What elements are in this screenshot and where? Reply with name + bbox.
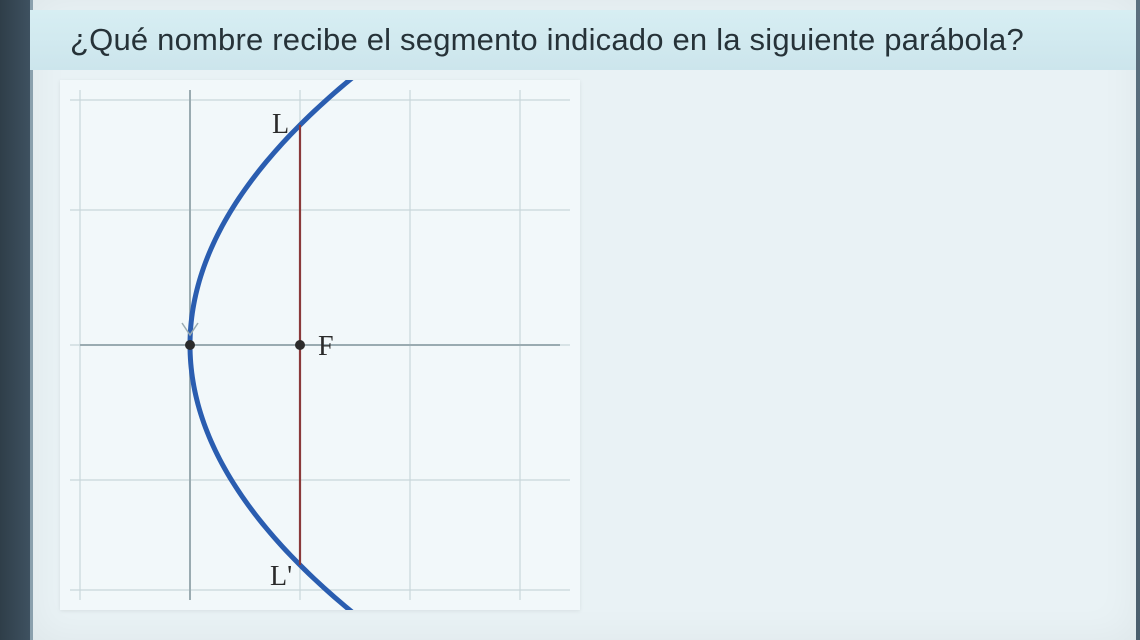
vertex-point — [185, 340, 195, 350]
question-bar: ¿Qué nombre recibe el segmento indicado … — [30, 10, 1136, 70]
label-L: L — [272, 109, 289, 140]
label-L-prime: L' — [270, 561, 292, 592]
parabola-graph: L L' F — [60, 80, 580, 610]
photo-left-margin — [0, 0, 30, 640]
page-root: ¿Qué nombre recibe el segmento indicado … — [0, 0, 1140, 640]
question-text: ¿Qué nombre recibe el segmento indicado … — [70, 22, 1024, 58]
focus-point — [295, 340, 305, 350]
graph-svg: L L' F — [60, 80, 580, 610]
label-F: F — [318, 331, 334, 362]
